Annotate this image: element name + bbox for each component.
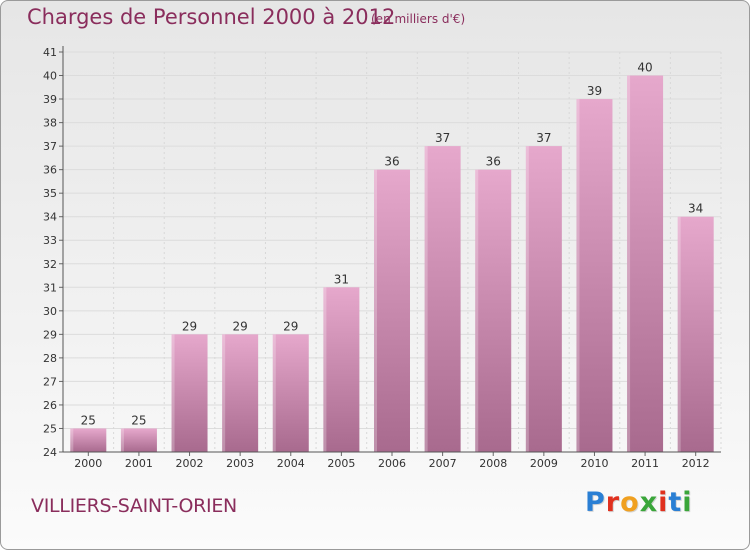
- x-tick-label: 2002: [176, 457, 204, 470]
- data-label: 36: [384, 155, 399, 169]
- data-label: 25: [131, 413, 146, 427]
- bar-highlight: [627, 75, 631, 452]
- bar: [424, 146, 461, 452]
- axes: 24 25 26 27 28 29 30 31 32 33 34 35 36 37 38 39 40 41 2000…: [43, 46, 721, 470]
- x-tick-label: 2004: [277, 457, 305, 470]
- y-tick-label: 34: [43, 211, 57, 224]
- y-tick-label: 28: [43, 352, 57, 365]
- x-tick-label: 2007: [429, 457, 457, 470]
- x-tick-label: 2003: [226, 457, 254, 470]
- chart-subtitle: (en milliers d'€): [371, 12, 466, 26]
- bar-highlight: [525, 146, 529, 452]
- bar-highlight: [120, 428, 124, 452]
- data-label: 40: [637, 61, 652, 75]
- bar-highlight: [677, 216, 681, 452]
- y-tick-label: 33: [43, 234, 57, 247]
- bar: [475, 169, 512, 452]
- y-tick-label: 30: [43, 305, 57, 318]
- y-tick-label: 25: [43, 422, 57, 435]
- bar-highlight: [272, 334, 276, 452]
- logo-letter: i: [658, 487, 669, 518]
- data-label: 39: [587, 84, 602, 98]
- x-tick-label: 2011: [631, 457, 659, 470]
- data-label: 37: [536, 131, 551, 145]
- bar: [627, 75, 664, 452]
- bar: [576, 99, 613, 452]
- bar: [272, 334, 309, 452]
- bar: [323, 287, 360, 452]
- y-tick-label: 39: [43, 93, 57, 106]
- bar-highlight: [475, 169, 479, 452]
- bar-highlight: [576, 99, 580, 452]
- chart-title: Charges de Personnel 2000 à 2012: [27, 5, 396, 29]
- logo-letter: P: [585, 487, 606, 518]
- bar-highlight: [171, 334, 175, 452]
- y-tick-label: 31: [43, 281, 57, 294]
- bar: [374, 169, 410, 452]
- y-tick-label: 24: [43, 446, 57, 459]
- x-tick-label: 2005: [327, 457, 355, 470]
- logo-letter: i: [682, 487, 693, 518]
- y-tick-label: 27: [43, 375, 57, 388]
- bar: [677, 216, 714, 452]
- data-label: 29: [233, 319, 248, 333]
- logo-letter: o: [620, 487, 640, 518]
- y-tick-label: 29: [43, 328, 57, 341]
- proxiti-logo: Proxiti: [585, 487, 693, 518]
- y-tick-label: 32: [43, 258, 57, 271]
- data-label: 36: [486, 155, 501, 169]
- logo-letter: r: [605, 487, 621, 518]
- logo-letter: t: [668, 487, 683, 518]
- bar: [171, 334, 208, 452]
- x-tick-label: 2000: [74, 457, 102, 470]
- y-tick-label: 36: [43, 164, 57, 177]
- y-tick-label: 41: [43, 46, 57, 59]
- bar-highlight: [323, 287, 327, 452]
- bar-highlight: [222, 334, 226, 452]
- y-tick-label: 37: [43, 140, 57, 153]
- bar: [222, 334, 259, 452]
- city-name: VILLIERS-SAINT-ORIEN: [31, 495, 237, 517]
- data-label: 37: [435, 131, 450, 145]
- y-tick-label: 38: [43, 117, 57, 130]
- x-tick-label: 2008: [479, 457, 507, 470]
- x-tick-label: 2006: [378, 457, 406, 470]
- bar-highlight: [70, 428, 74, 452]
- x-tick-label: 2009: [530, 457, 558, 470]
- x-tick-label: 2012: [682, 457, 710, 470]
- logo-letter: x: [639, 487, 659, 518]
- x-tick-label: 2001: [125, 457, 153, 470]
- data-label: 25: [81, 413, 96, 427]
- x-tick-label: 2010: [580, 457, 608, 470]
- data-label: 29: [182, 319, 197, 333]
- bar-highlight: [424, 146, 428, 452]
- bar: [525, 146, 562, 452]
- bar-highlight: [374, 169, 377, 452]
- bar: [70, 428, 107, 452]
- y-tick-label: 40: [43, 70, 57, 83]
- y-tick-label: 35: [43, 187, 57, 200]
- data-label: 31: [334, 272, 349, 286]
- bar: [120, 428, 157, 452]
- y-tick-label: 26: [43, 399, 57, 412]
- data-label: 34: [688, 202, 703, 216]
- bars: 25 25 29 29 29 31 36 37 36 37 39 40 34: [70, 61, 714, 452]
- data-label: 29: [283, 319, 298, 333]
